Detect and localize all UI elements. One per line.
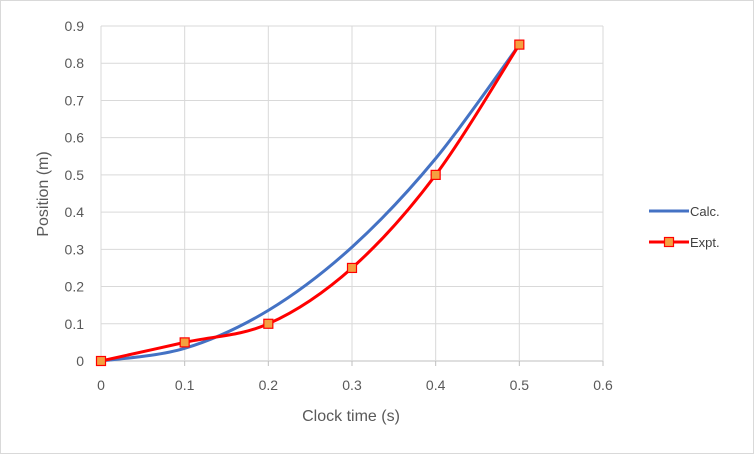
y-tick-label: 0.9: [65, 18, 85, 34]
series-layer: [95, 39, 525, 367]
legend-marker-expt: [663, 236, 675, 248]
data-point-expt: [430, 169, 441, 180]
y-tick-label: 0.6: [65, 130, 85, 146]
y-tick-label: 0.8: [65, 55, 85, 71]
x-axis-ticks: 0 0.1 0.2 0.3 0.4 0.5 0.6: [97, 377, 613, 393]
data-point-expt: [263, 318, 274, 329]
y-tick-label: 0.5: [65, 167, 85, 183]
x-axis-title: Clock time (s): [302, 408, 400, 425]
series-line-calc: [99, 43, 521, 363]
y-tick-label: 0: [76, 353, 84, 369]
x-tick-label: 0.1: [175, 377, 195, 393]
data-point-expt: [514, 39, 525, 50]
x-tick-label: 0.6: [593, 377, 613, 393]
y-axis-title: Position (m): [35, 151, 52, 236]
y-tick-label: 0.3: [65, 241, 85, 257]
x-tick-label: 0: [97, 377, 105, 393]
legend-label-calc: Calc.: [690, 204, 720, 219]
y-tick-label: 0.1: [65, 316, 85, 332]
data-point-expt: [95, 355, 107, 367]
x-tick-label: 0.4: [426, 377, 446, 393]
y-tick-label: 0.7: [65, 92, 85, 108]
y-axis-ticks: 0 0.1 0.2 0.3 0.4 0.5 0.6 0.7 0.8 0.9: [65, 18, 85, 369]
gridlines: [100, 25, 604, 366]
x-tick-label: 0.3: [342, 377, 362, 393]
legend-label-expt: Expt.: [690, 235, 720, 250]
series-line-expt: [99, 43, 521, 363]
legend: Calc. Expt.: [649, 204, 720, 250]
data-point-expt: [179, 337, 190, 348]
x-tick-label: 0.5: [510, 377, 530, 393]
y-tick-label: 0.2: [65, 279, 85, 295]
y-tick-label: 0.4: [65, 204, 85, 220]
x-tick-label: 0.2: [259, 377, 279, 393]
data-point-expt: [346, 262, 358, 274]
